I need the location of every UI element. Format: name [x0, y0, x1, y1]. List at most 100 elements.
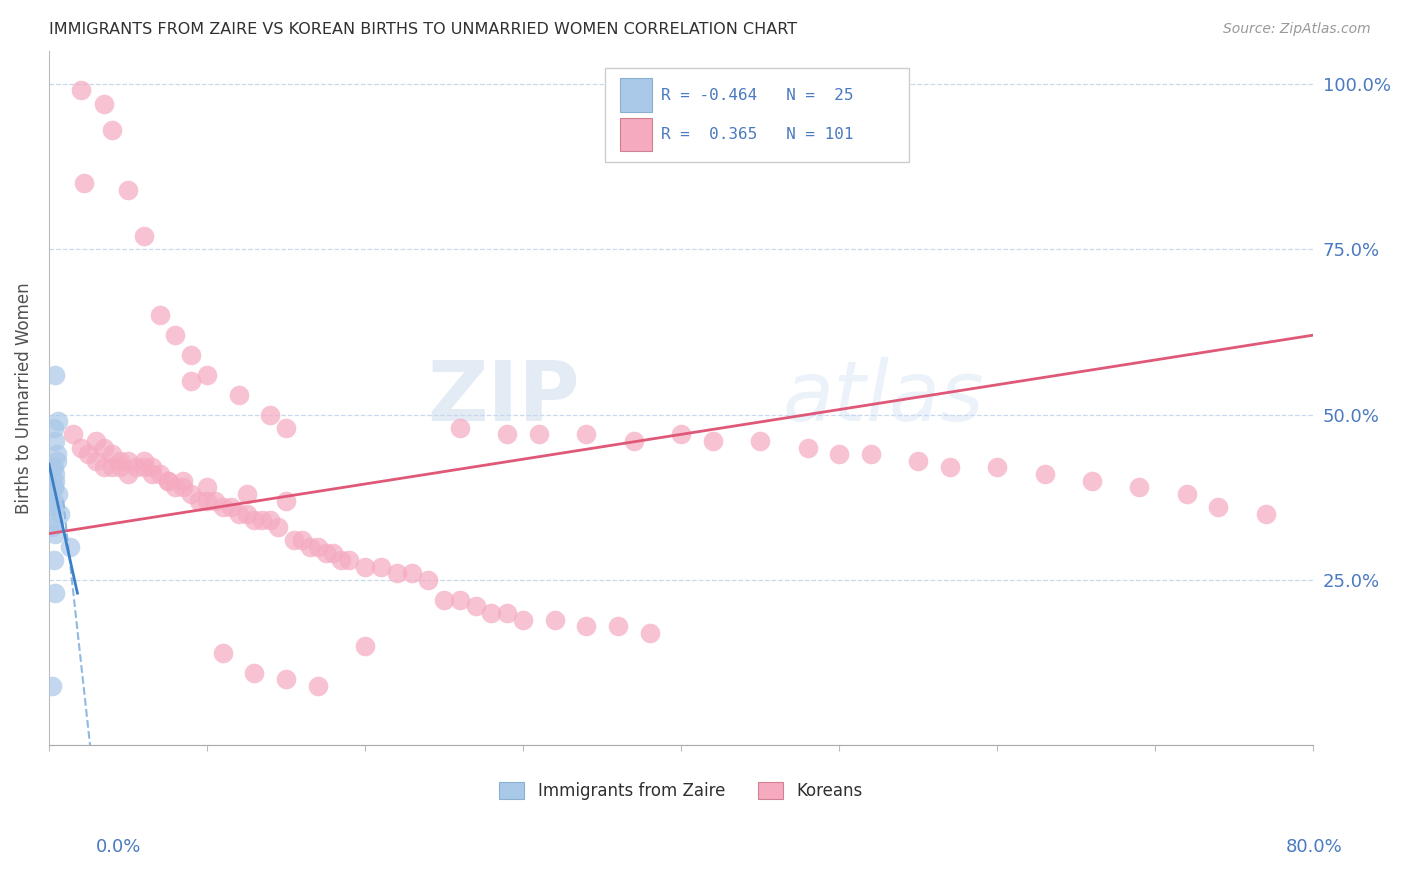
- Point: [141, 467, 163, 481]
- Point: [44, 526, 66, 541]
- Text: 0.0%: 0.0%: [96, 838, 141, 855]
- Point: [235, 507, 257, 521]
- Point: [132, 454, 155, 468]
- Point: [1128, 480, 1150, 494]
- Point: [44, 586, 66, 600]
- Point: [1033, 467, 1056, 481]
- Point: [45, 454, 67, 468]
- Point: [907, 454, 929, 468]
- Point: [939, 460, 962, 475]
- Point: [156, 474, 179, 488]
- Point: [195, 480, 218, 494]
- Point: [274, 421, 297, 435]
- Point: [986, 460, 1008, 475]
- Point: [354, 639, 377, 653]
- Point: [623, 434, 645, 448]
- Point: [172, 474, 194, 488]
- Point: [1254, 507, 1277, 521]
- Point: [41, 520, 63, 534]
- Point: [44, 434, 66, 448]
- Point: [165, 480, 187, 494]
- Point: [749, 434, 772, 448]
- Point: [512, 613, 534, 627]
- Point: [41, 679, 63, 693]
- Point: [44, 500, 66, 515]
- Point: [180, 348, 202, 362]
- Point: [638, 625, 661, 640]
- Point: [298, 540, 321, 554]
- Point: [274, 493, 297, 508]
- Point: [108, 460, 131, 475]
- Point: [1175, 487, 1198, 501]
- Point: [101, 460, 124, 475]
- Point: [44, 368, 66, 382]
- Point: [669, 427, 692, 442]
- Point: [188, 493, 211, 508]
- Point: [101, 123, 124, 137]
- Text: 80.0%: 80.0%: [1286, 838, 1343, 855]
- Point: [307, 679, 329, 693]
- Point: [1208, 500, 1230, 515]
- Point: [418, 573, 440, 587]
- Point: [575, 427, 598, 442]
- Point: [172, 480, 194, 494]
- Point: [219, 500, 242, 515]
- Point: [433, 592, 456, 607]
- Point: [702, 434, 724, 448]
- Point: [180, 487, 202, 501]
- Point: [859, 447, 882, 461]
- Point: [1081, 474, 1104, 488]
- Point: [307, 540, 329, 554]
- Text: R = -0.464   N =  25: R = -0.464 N = 25: [661, 87, 853, 103]
- Point: [41, 460, 63, 475]
- Point: [42, 553, 65, 567]
- Point: [141, 460, 163, 475]
- Point: [41, 474, 63, 488]
- Point: [243, 665, 266, 680]
- Bar: [620, 118, 652, 152]
- Point: [165, 328, 187, 343]
- Point: [337, 553, 360, 567]
- Point: [259, 513, 281, 527]
- Point: [228, 507, 250, 521]
- Point: [58, 540, 80, 554]
- Point: [449, 421, 471, 435]
- Point: [108, 454, 131, 468]
- Point: [496, 606, 519, 620]
- Point: [464, 599, 486, 614]
- Point: [86, 454, 108, 468]
- Point: [42, 460, 65, 475]
- Point: [149, 308, 172, 322]
- Point: [125, 460, 148, 475]
- Point: [93, 441, 115, 455]
- Point: [117, 183, 139, 197]
- Y-axis label: Births to Unmarried Women: Births to Unmarried Women: [15, 282, 32, 514]
- Point: [544, 613, 567, 627]
- Point: [42, 493, 65, 508]
- Point: [204, 493, 226, 508]
- FancyBboxPatch shape: [605, 68, 908, 161]
- Point: [575, 619, 598, 633]
- Point: [45, 447, 67, 461]
- Point: [149, 467, 172, 481]
- Point: [41, 493, 63, 508]
- Point: [481, 606, 503, 620]
- Point: [41, 513, 63, 527]
- Point: [117, 454, 139, 468]
- Point: [86, 434, 108, 448]
- Point: [195, 493, 218, 508]
- Point: [69, 441, 91, 455]
- Point: [44, 474, 66, 488]
- Point: [449, 592, 471, 607]
- Point: [274, 672, 297, 686]
- Legend: Immigrants from Zaire, Koreans: Immigrants from Zaire, Koreans: [492, 775, 869, 806]
- Point: [101, 447, 124, 461]
- Point: [77, 447, 100, 461]
- Text: atlas: atlas: [782, 358, 984, 439]
- Point: [180, 375, 202, 389]
- Point: [42, 480, 65, 494]
- Point: [796, 441, 818, 455]
- Point: [73, 176, 96, 190]
- Point: [370, 559, 392, 574]
- Point: [606, 619, 628, 633]
